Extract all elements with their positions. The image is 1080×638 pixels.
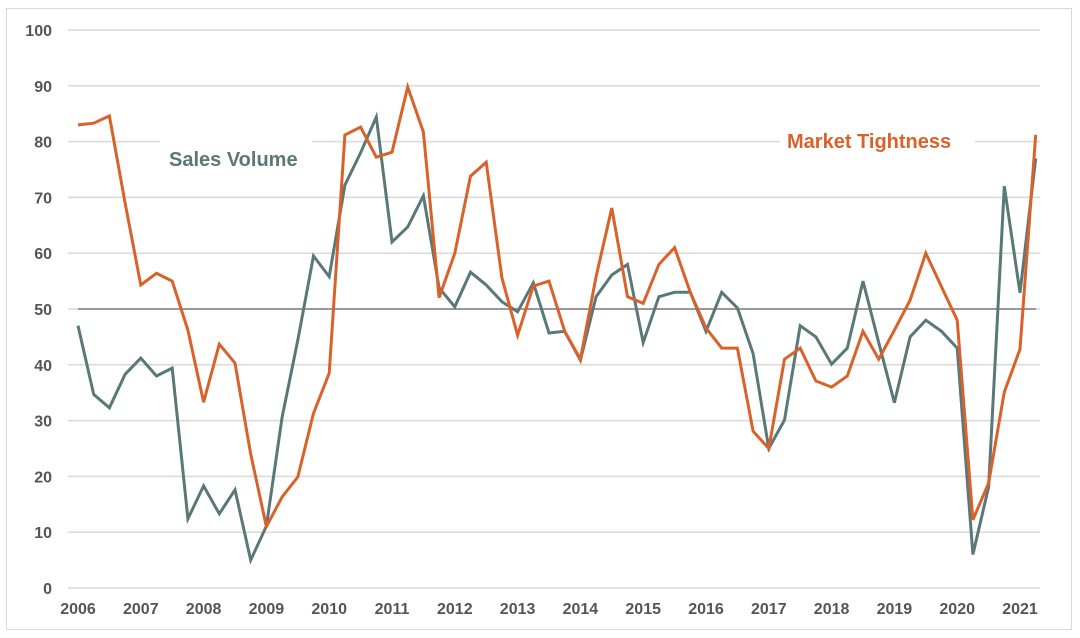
series-line-market-tightness — [77, 81, 1038, 531]
x-tick-label: 2021 — [1002, 601, 1038, 618]
x-tick-label: 2016 — [688, 601, 724, 618]
series-label-sales-volume: Sales Volume — [169, 149, 298, 171]
y-tick-label: 30 — [34, 414, 52, 431]
x-tick-label: 2017 — [751, 601, 787, 618]
x-tick-label: 2008 — [186, 601, 222, 618]
y-tick-label: 40 — [34, 358, 52, 375]
x-tick-label: 2012 — [437, 601, 473, 618]
x-tick-label: 2011 — [375, 601, 410, 618]
x-tick-label: 2006 — [60, 601, 96, 618]
series-line-sales-volume — [76, 111, 1038, 565]
x-tick-label: 2020 — [939, 601, 975, 618]
series-lines — [76, 81, 1038, 565]
label-bg — [160, 138, 312, 180]
series-label-market-tightness: Market Tightness — [787, 131, 951, 153]
y-axis-ticks: 0 10 20 30 40 50 60 70 80 90 100 — [25, 23, 52, 598]
x-tick-label: 2014 — [563, 601, 599, 618]
y-tick-label: 0 — [43, 581, 52, 598]
x-tick-label: 2013 — [500, 601, 536, 618]
y-tick-label: 90 — [34, 79, 52, 96]
y-tick-label: 60 — [34, 246, 52, 263]
x-tick-label: 2009 — [249, 601, 285, 618]
y-tick-label: 80 — [34, 135, 52, 152]
y-tick-label: 100 — [25, 23, 52, 40]
y-tick-label: 10 — [34, 525, 52, 542]
x-tick-label: 2018 — [814, 601, 850, 618]
chart-frame — [6, 8, 1072, 630]
x-axis-ticks: 2006 2007 2008 2009 2010 2011 2012 2013 2014 2015… — [60, 601, 1038, 618]
y-tick-label: 20 — [34, 469, 52, 486]
x-tick-label: 2010 — [311, 601, 347, 618]
label-bg — [780, 122, 975, 162]
x-tick-label: 2019 — [877, 601, 913, 618]
y-tick-label: 70 — [34, 190, 52, 207]
x-tick-label: 2015 — [625, 601, 661, 618]
x-tick-label: 2007 — [123, 601, 159, 618]
y-tick-label: 50 — [34, 302, 52, 319]
